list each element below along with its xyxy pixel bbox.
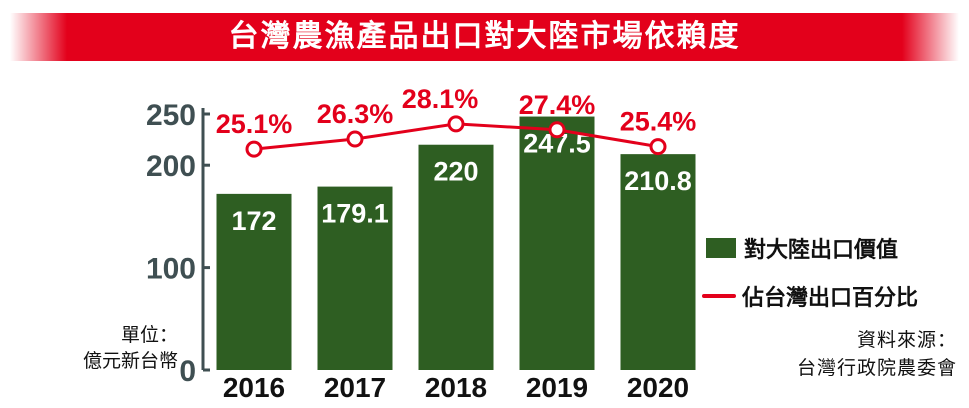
percent-label: 27.4% [519, 90, 596, 120]
legend-line-swatch [702, 294, 736, 298]
x-tick-label: 2017 [324, 372, 386, 403]
bar-value-label: 172 [231, 206, 276, 236]
bar-2016 [216, 193, 292, 370]
bar-2017 [317, 186, 393, 370]
source-label-line1: 資料來源： [856, 329, 957, 351]
unit-label: 單位： 億元新台幣 [68, 322, 178, 374]
legend-line-label: 佔台灣出口百分比 [742, 286, 919, 311]
bar-value-label: 179.1 [321, 199, 389, 229]
percent-point [649, 138, 667, 156]
percent-point [245, 140, 263, 158]
y-tick-label: 200 [146, 150, 196, 183]
legend-line: 佔台灣出口百分比 [702, 280, 918, 312]
y-tick-label: 100 [146, 253, 196, 286]
unit-label-line1: 單位： [120, 324, 178, 346]
percent-point [548, 121, 566, 139]
y-tick-label: 0 [179, 355, 196, 388]
percent-label: 26.3% [317, 99, 394, 129]
x-tick-label: 2020 [627, 372, 689, 403]
source-label-line2: 台灣行政院農委會 [796, 357, 957, 379]
x-tick-label: 2018 [425, 372, 487, 403]
source-label: 資料來源： 台灣行政院農委會 [717, 326, 957, 382]
title-banner: 台灣農漁產品出口對大陸市場依賴度 [10, 13, 959, 61]
bar-2018 [418, 144, 494, 370]
legend-bar: 對大陸出口價值 [706, 232, 898, 264]
chart-title: 台灣農漁產品出口對大陸市場依賴度 [228, 19, 741, 54]
x-tick-label: 2016 [223, 372, 285, 403]
bar-2019 [519, 116, 595, 370]
percent-point [346, 130, 364, 148]
unit-label-line2: 億元新台幣 [82, 350, 178, 372]
bar-2020 [620, 154, 696, 370]
percent-label: 25.1% [216, 109, 293, 139]
bar-value-label: 220 [433, 157, 478, 187]
y-tick-label: 250 [146, 99, 196, 132]
percent-label: 25.4% [620, 107, 697, 137]
legend-bar-swatch [706, 238, 736, 258]
percent-label: 28.1% [402, 84, 479, 114]
x-tick-label: 2019 [526, 372, 588, 403]
percent-point [447, 115, 465, 133]
legend-bar-label: 對大陸出口價值 [744, 238, 899, 263]
bar-value-label: 210.8 [624, 166, 692, 196]
